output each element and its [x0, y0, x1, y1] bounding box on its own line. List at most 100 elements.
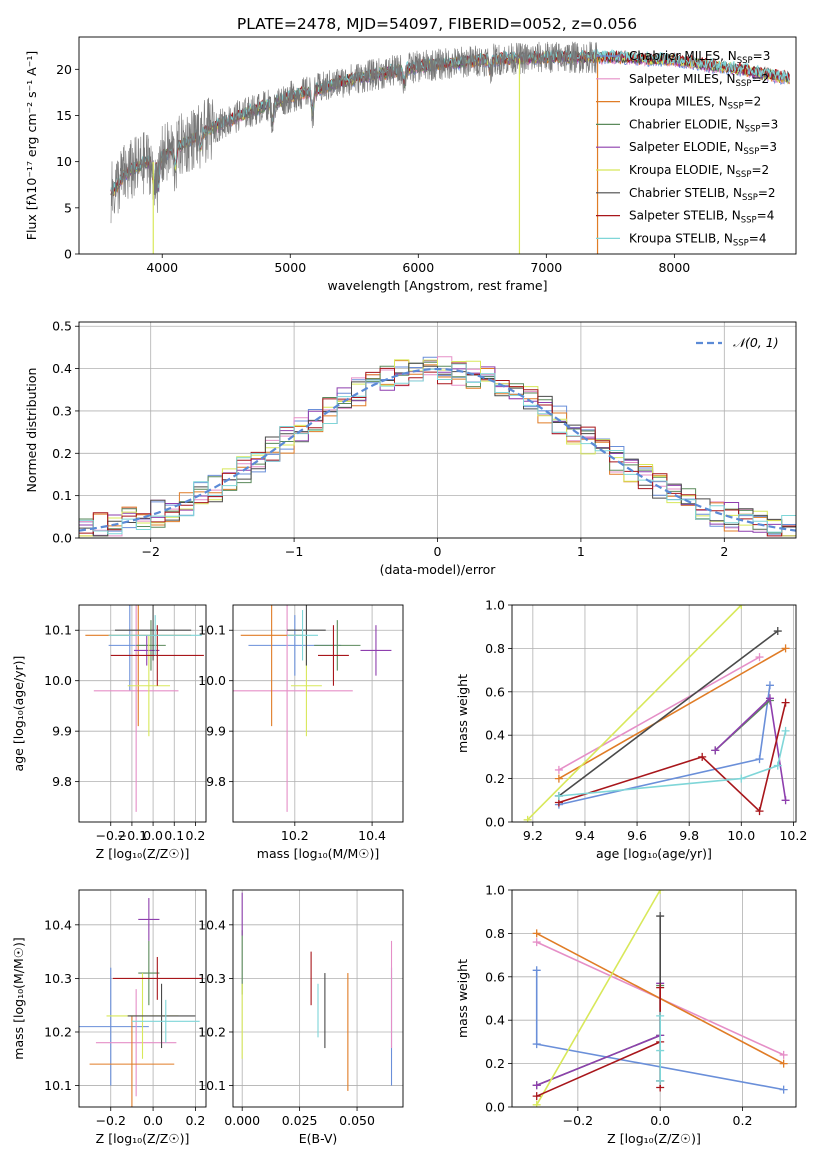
- x-axis-label: Z [log₁₀(Z/Z☉)]: [96, 846, 190, 861]
- mass-weight-marker: [765, 681, 774, 690]
- x-tick-label: 2: [720, 544, 728, 559]
- legend-subscript: SSP: [733, 238, 749, 248]
- plot-area: [85, 605, 204, 812]
- axes-frame: [78, 889, 207, 1108]
- y-axis-label: Flux [fλ10⁻¹⁷ erg cm⁻² s⁻¹ A⁻¹]: [24, 51, 39, 240]
- axes-frame: [232, 889, 404, 1108]
- legend-count: =2: [751, 163, 769, 177]
- x-tick-label: 10.2: [779, 828, 807, 843]
- y-axis-label: mass weight: [455, 959, 470, 1038]
- y-tick-label: 5: [64, 200, 72, 215]
- age-vs-metallicity-panel: −0.2−0.10.0 0.1 0.2 9.8 9.9 10.0 10.1 Z [log₁₀(…: [11, 604, 207, 861]
- x-tick-label: 0.050: [339, 1113, 375, 1128]
- x-tick-label: −0.2: [96, 828, 126, 843]
- x-axis-label: age [log₁₀(age/yr)]: [596, 846, 712, 861]
- mass-weight-marker: [554, 791, 563, 800]
- mass-weight-marker: [773, 761, 782, 770]
- mass-weight-marker: [532, 1100, 541, 1107]
- mass-weight-marker: [698, 752, 707, 761]
- mass-weight-line: [558, 647, 786, 780]
- mass-weight-marker: [656, 1076, 665, 1085]
- weight-vs-age-panel: 9.2 9.4 9.6 9.8 10.0 10.2 0.0 0.2 0.4 0.6 0.8 1.0 ag…: [455, 598, 807, 862]
- legend-label: Chabrier ELODIE, NSSP=3: [629, 117, 778, 134]
- x-tick-label: 0.1: [164, 828, 184, 843]
- mass-weight-marker: [656, 912, 665, 921]
- plot-area: [532, 890, 788, 1107]
- y-tick-label: 10.3: [44, 971, 72, 986]
- y-tick-label: 15: [56, 108, 72, 123]
- y-tick-label: 0.4: [485, 1013, 505, 1028]
- plot-area: [79, 356, 796, 537]
- gaussian-curve: [79, 367, 796, 532]
- x-tick-label: 0.2: [185, 1113, 205, 1128]
- x-tick-label: 0.025: [282, 1113, 318, 1128]
- y-tick-label: 0.8: [485, 641, 505, 656]
- mass-weight-marker: [779, 1050, 788, 1059]
- y-tick-label: 0.2: [485, 1056, 505, 1071]
- legend-label: Kroupa ELODIE, NSSP=2: [629, 163, 769, 180]
- plot-area: [233, 605, 392, 812]
- legend-label: Chabrier STELIB, NSSP=2: [629, 186, 776, 203]
- y-tick-label: 10.1: [44, 1078, 72, 1093]
- y-axis-label: mass weight: [455, 674, 470, 753]
- y-tick-label: 0.6: [485, 969, 505, 984]
- legend-label: Salpeter MILES, NSSP=2: [629, 72, 769, 89]
- y-tick-label: 10.1: [198, 623, 226, 638]
- legend-label: Salpeter STELIB, NSSP=4: [629, 209, 774, 226]
- observed-spectrum-line: [110, 41, 598, 224]
- y-tick-label: 10.2: [198, 1024, 226, 1039]
- mass-weight-line: [558, 656, 760, 771]
- mass-weight-marker: [656, 1046, 665, 1055]
- legend-subscript: SSP: [745, 124, 761, 134]
- x-tick-label: 8000: [658, 260, 690, 275]
- mass-weight-marker: [711, 746, 720, 755]
- legend-subscript: SSP: [736, 79, 752, 89]
- mass-weight-line: [558, 730, 787, 797]
- legend-subscript: SSP: [737, 56, 753, 66]
- y-tick-label: 0.6: [485, 684, 505, 699]
- mass-weight-marker: [765, 694, 774, 703]
- y-tick-label: 0.0: [485, 1100, 505, 1115]
- y-tick-label: 10.1: [44, 623, 72, 638]
- mass-weight-marker: [773, 627, 782, 636]
- axes-frame: [78, 604, 207, 823]
- weight-vs-metallicity-panel: −0.2 0.0 0.2 0.0 0.2 0.4 0.6 0.8 1.0 Z [log₁₀(Z/Z…: [455, 883, 797, 1146]
- y-tick-label: 0.0: [52, 531, 72, 546]
- y-tick-label: 1.0: [485, 598, 505, 613]
- x-tick-label: 0.0: [143, 1113, 163, 1128]
- mass-weight-marker: [779, 1085, 788, 1094]
- mass-weight-marker: [532, 966, 541, 975]
- residuals-panel: −2 −1 0 1 2 0.0 0.1 0.2 0.3 0.4 0.5 (data-model)/er…: [24, 319, 797, 577]
- x-axis-label: mass [log₁₀(M/M☉)]: [257, 846, 379, 861]
- y-tick-label: 0.0: [485, 815, 505, 830]
- x-tick-label: 9.2: [523, 828, 543, 843]
- x-axis-label: Z [log₁₀(Z/Z☉)]: [607, 1131, 701, 1146]
- x-tick-label: 5000: [274, 260, 306, 275]
- y-tick-label: 20: [56, 62, 72, 77]
- x-tick-label: 0.0: [143, 828, 163, 843]
- y-axis-label: age [log₁₀(age/yr)]: [11, 656, 26, 772]
- y-tick-label: 10.4: [198, 917, 226, 932]
- mass-weight-marker: [755, 653, 764, 662]
- mass-weight-marker: [781, 796, 790, 805]
- mass-weight-marker: [554, 765, 563, 774]
- mass-weight-marker: [532, 929, 541, 938]
- legend-subscript: SSP: [728, 102, 744, 112]
- x-tick-label: 9.6: [627, 828, 647, 843]
- legend-label: Kroupa MILES, NSSP=2: [629, 95, 761, 112]
- mass-weight-marker: [523, 815, 532, 822]
- y-tick-label: 9.9: [206, 724, 226, 739]
- x-tick-label: −0.2: [563, 1113, 593, 1128]
- x-tick-label: −0.1: [117, 828, 147, 843]
- legend-subscript: SSP: [736, 170, 752, 180]
- legend-count: =3: [759, 140, 777, 154]
- legend-count: =2: [758, 186, 776, 200]
- mass-weight-line: [536, 987, 661, 1097]
- plot-area: [523, 605, 790, 822]
- legend-label: Kroupa STELIB, NSSP=4: [629, 231, 767, 248]
- x-tick-label: 9.4: [575, 828, 595, 843]
- legend-subscript: SSP: [742, 193, 758, 203]
- y-tick-label: 9.9: [52, 724, 72, 739]
- mass-weight-marker: [532, 1092, 541, 1101]
